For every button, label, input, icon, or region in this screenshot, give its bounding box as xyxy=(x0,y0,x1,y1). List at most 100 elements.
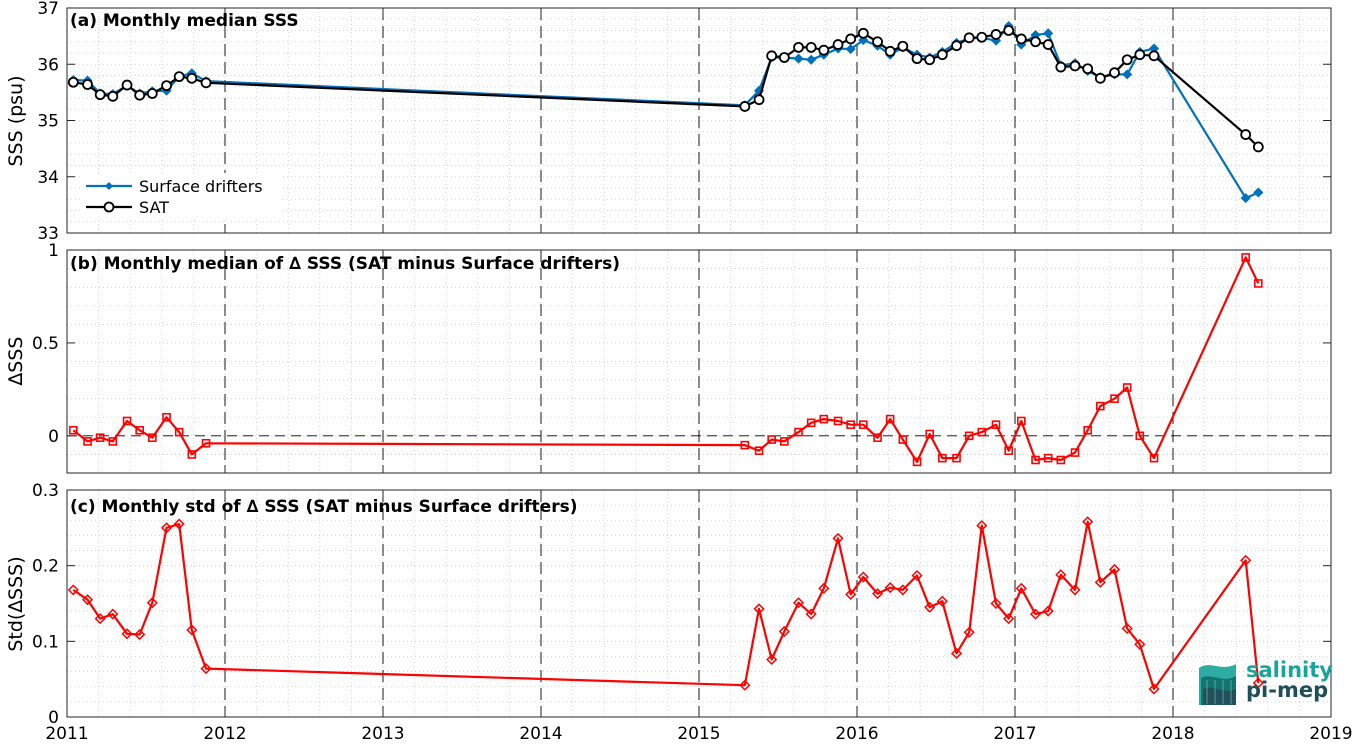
data-point xyxy=(1121,54,1133,66)
data-point xyxy=(94,613,106,625)
y-tick-label: 0.1 xyxy=(32,632,59,652)
data-point xyxy=(963,32,975,44)
data-point xyxy=(1030,36,1041,48)
data-point xyxy=(778,52,790,63)
data-point xyxy=(832,532,844,544)
logo-waves-icon xyxy=(1199,664,1236,705)
x-tick-label: 2019 xyxy=(1309,724,1352,744)
data-point xyxy=(859,420,868,429)
data-point xyxy=(146,597,158,609)
data-point xyxy=(1121,622,1133,635)
logo-text-line1: salinity xyxy=(1246,658,1333,682)
data-point xyxy=(898,435,908,444)
data-point xyxy=(135,425,144,435)
data-point xyxy=(1240,129,1252,140)
data-point xyxy=(872,36,883,48)
data-point xyxy=(134,89,146,101)
data-point xyxy=(845,44,856,55)
data-point xyxy=(1055,61,1067,73)
y-tick-label: 34 xyxy=(37,168,59,188)
y-tick-label: 36 xyxy=(37,55,59,75)
data-point xyxy=(173,518,185,530)
data-point xyxy=(912,457,922,467)
data-point xyxy=(964,431,974,441)
data-point xyxy=(976,520,988,532)
legend: Surface drifters SAT xyxy=(82,173,282,219)
data-point xyxy=(1252,141,1264,153)
x-tick-label: 2017 xyxy=(993,724,1036,744)
y-tick-label: 0 xyxy=(48,708,59,728)
data-point xyxy=(1015,582,1027,594)
data-point xyxy=(95,433,105,442)
panel-a-monthly-median-sss: 33 34 35 36 37 (a) Monthly median SSS SSS (p… xyxy=(5,0,1332,244)
data-point xyxy=(174,427,184,437)
data-point xyxy=(1240,554,1252,566)
data-point xyxy=(833,416,843,426)
data-point xyxy=(1070,448,1080,457)
data-point xyxy=(1042,605,1054,617)
data-point xyxy=(925,429,934,439)
data-point xyxy=(832,39,844,50)
x-tick-label: 2018 xyxy=(1151,724,1194,744)
data-point xyxy=(793,53,804,64)
data-point xyxy=(186,624,198,636)
series-line-sat xyxy=(73,29,1260,148)
x-tick-label: 2015 xyxy=(677,724,720,744)
y-tick-label: 0 xyxy=(48,427,59,447)
data-point xyxy=(1004,446,1013,456)
data-point xyxy=(857,571,869,583)
data-point xyxy=(778,625,790,638)
data-point xyxy=(122,416,132,426)
data-point xyxy=(897,584,909,596)
data-point xyxy=(976,31,988,43)
panel-c-ylabel: Std(∆SSS) xyxy=(5,556,27,651)
data-point xyxy=(83,437,92,446)
data-point xyxy=(200,663,212,675)
panel-b-ylabel: ∆SSS xyxy=(5,337,27,387)
data-point xyxy=(1082,63,1094,75)
data-point xyxy=(951,40,962,52)
y-tick-label: 0.5 xyxy=(32,334,59,354)
data-point xyxy=(1083,425,1092,435)
x-tick-label: 2014 xyxy=(519,724,562,744)
data-point xyxy=(1254,279,1263,288)
data-point xyxy=(1069,60,1081,72)
data-point xyxy=(173,71,185,83)
data-point xyxy=(924,54,936,66)
data-point xyxy=(924,601,936,613)
data-point xyxy=(753,94,765,106)
data-point xyxy=(990,597,1002,610)
x-tick-label: 2016 xyxy=(835,724,878,744)
data-point xyxy=(1241,253,1250,262)
data-point xyxy=(818,44,830,56)
data-point xyxy=(1055,569,1067,581)
data-point xyxy=(819,414,829,424)
data-point xyxy=(1017,416,1026,426)
data-point xyxy=(161,80,172,92)
data-point xyxy=(950,647,963,660)
data-point xyxy=(1149,453,1159,463)
series-line-surface-drifters xyxy=(73,24,1259,200)
data-point xyxy=(187,450,197,459)
data-point xyxy=(1031,455,1040,465)
data-point xyxy=(1148,50,1160,62)
data-point xyxy=(201,438,211,448)
data-point xyxy=(857,27,869,39)
data-point xyxy=(1015,33,1027,45)
data-point xyxy=(82,79,93,90)
data-point xyxy=(148,433,157,442)
data-point xyxy=(884,582,896,594)
y-tick-label: 35 xyxy=(37,112,59,132)
data-point xyxy=(806,418,816,428)
data-point xyxy=(805,608,817,620)
series-line-delta-sss xyxy=(72,256,1260,463)
data-point xyxy=(1082,516,1094,528)
data-point xyxy=(753,603,765,615)
data-point xyxy=(845,588,857,600)
data-point xyxy=(990,29,1002,40)
data-point xyxy=(766,653,778,666)
data-point xyxy=(794,427,803,437)
data-point xyxy=(1003,25,1015,36)
data-point xyxy=(780,437,789,446)
